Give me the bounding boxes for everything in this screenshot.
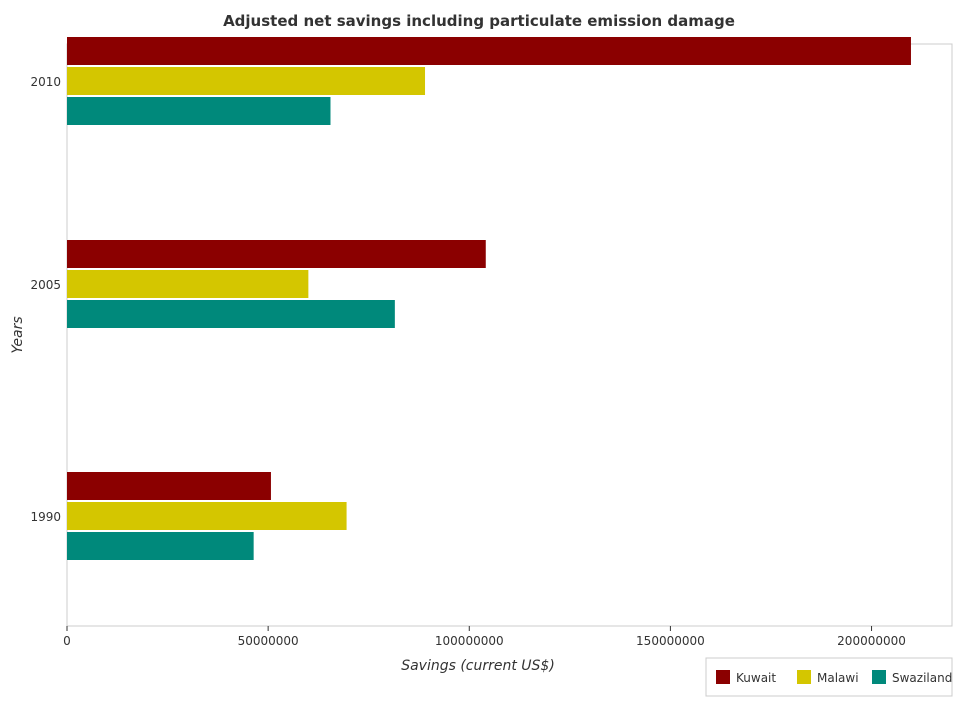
bar-swaziland-2005 — [67, 300, 395, 328]
x-tick-label: 50000000 — [238, 634, 299, 648]
legend-swatch-kuwait — [716, 670, 730, 684]
bar-kuwait-2010 — [67, 37, 911, 65]
y-tick-label: 1990 — [30, 510, 61, 524]
y-tick-label: 2010 — [30, 75, 61, 89]
legend-label-swaziland: Swaziland — [892, 671, 952, 685]
legend-swatch-swaziland — [872, 670, 886, 684]
legend: Kuwait Malawi Swaziland — [706, 658, 952, 696]
bar-malawi-2010 — [67, 67, 425, 95]
legend-label-malawi: Malawi — [817, 671, 859, 685]
bar-swaziland-2010 — [67, 97, 330, 125]
y-axis-label: Years — [10, 316, 26, 353]
x-tick-label: 100000000 — [435, 634, 504, 648]
bar-malawi-1990 — [67, 502, 347, 530]
x-tick-label: 0 — [63, 634, 71, 648]
y-axis-ticks: 1990 2005 2010 — [30, 75, 61, 524]
chart-title: Adjusted net savings including particula… — [223, 12, 735, 30]
bar-kuwait-1990 — [67, 472, 271, 500]
bar-swaziland-1990 — [67, 532, 254, 560]
x-tick-label: 150000000 — [636, 634, 705, 648]
legend-label-kuwait: Kuwait — [736, 671, 776, 685]
bar-malawi-2005 — [67, 270, 308, 298]
x-axis-label: Savings (current US$) — [401, 658, 555, 674]
bar-kuwait-2005 — [67, 240, 486, 268]
x-axis-ticks: 0 50000000 100000000 150000000 200000000 — [63, 626, 906, 648]
legend-swatch-malawi — [797, 670, 811, 684]
y-tick-label: 2005 — [30, 278, 61, 292]
x-tick-label: 200000000 — [837, 634, 906, 648]
